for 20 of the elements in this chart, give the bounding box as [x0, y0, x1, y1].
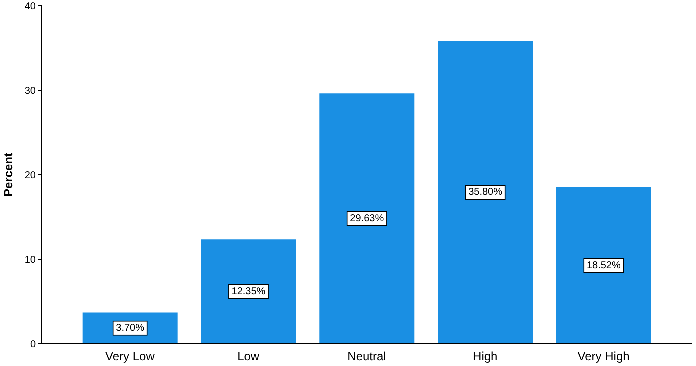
data-label: 18.52%	[586, 260, 622, 272]
bar	[201, 240, 296, 344]
y-tick-label: 0	[30, 340, 36, 351]
data-label: 12.35%	[232, 286, 266, 298]
x-tick-label: Very High	[578, 350, 630, 364]
x-tick-label: High	[473, 350, 498, 364]
bar	[438, 41, 534, 344]
x-tick-label: Very Low	[106, 350, 156, 364]
y-tick-label: 40	[24, 2, 36, 13]
data-label: 29.63%	[350, 213, 384, 224]
y-tick-label: 20	[24, 170, 36, 182]
x-tick-label: Low	[238, 350, 260, 364]
y-tick-label: 10	[24, 255, 36, 266]
data-label: 35.80%	[468, 187, 503, 198]
bar	[556, 188, 652, 344]
y-tick-label: 30	[24, 86, 36, 98]
bar	[320, 94, 415, 344]
x-tick-label: Neutral	[348, 350, 386, 364]
data-label: 3.70%	[116, 322, 145, 334]
y-axis-title: Percent	[1, 152, 16, 198]
